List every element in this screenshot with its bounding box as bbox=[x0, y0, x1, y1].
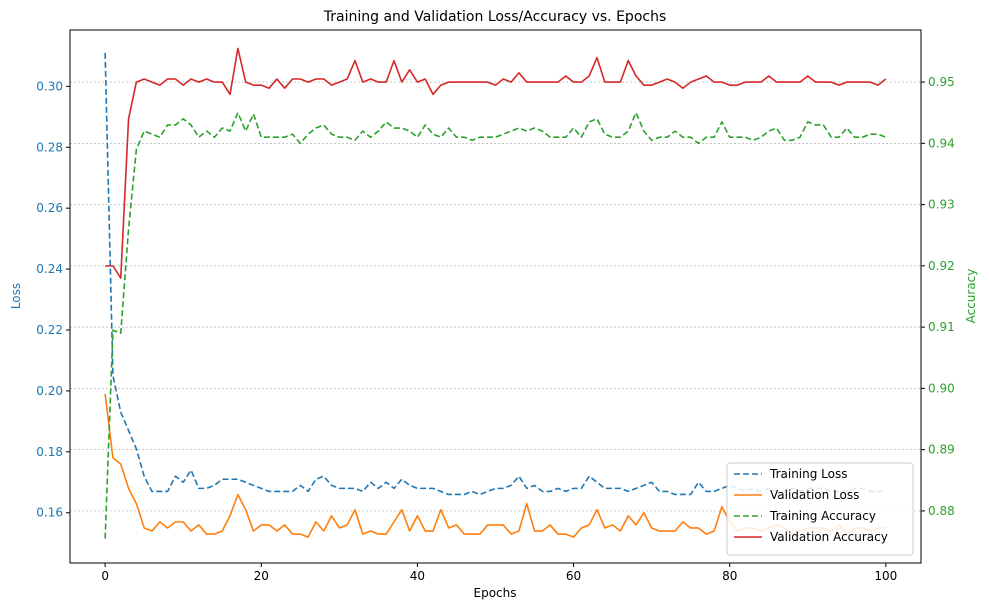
legend-box bbox=[726, 462, 914, 556]
y-right-tick-label: 0.90 bbox=[928, 381, 955, 395]
y-left-tick-label: 0.24 bbox=[36, 262, 63, 276]
y-left-tick-label: 0.26 bbox=[36, 201, 63, 215]
y-left-tick-label: 0.28 bbox=[36, 140, 63, 154]
legend-label: Validation Loss bbox=[770, 488, 859, 502]
x-tick-label: 100 bbox=[874, 569, 897, 583]
x-tick-label: 80 bbox=[722, 569, 737, 583]
y-right-tick-label: 0.93 bbox=[928, 198, 955, 212]
y-left-tick-label: 0.30 bbox=[36, 79, 63, 93]
y-axis-label-left: Loss bbox=[9, 283, 23, 309]
plot-frame bbox=[69, 29, 922, 564]
y-left-tick-label: 0.16 bbox=[36, 506, 63, 520]
x-tick-label: 40 bbox=[410, 569, 425, 583]
y-right-tick-label: 0.91 bbox=[928, 320, 955, 334]
series-line-validation-accuracy bbox=[105, 47, 887, 279]
x-tick-label: 0 bbox=[101, 569, 109, 583]
axis-ticks: 0 20 40 60 80 100 0.16 0.18 0.20 0.22 0.24 0.26 0.28… bbox=[36, 75, 954, 583]
x-tick-label: 20 bbox=[254, 569, 269, 583]
y-right-tick-label: 0.94 bbox=[928, 136, 955, 150]
legend: Training Loss Validation Loss Training Acc… bbox=[726, 462, 914, 556]
chart-title: Training and Validation Loss/Accuracy vs… bbox=[323, 9, 667, 25]
grid-lines bbox=[70, 81, 921, 512]
x-tick-label: 60 bbox=[566, 569, 581, 583]
y-axis-label-right: Accuracy bbox=[964, 269, 978, 324]
x-axis-label: Epochs bbox=[474, 586, 517, 600]
y-left-tick-label: 0.20 bbox=[36, 384, 63, 398]
y-left-tick-label: 0.22 bbox=[36, 323, 63, 337]
y-right-tick-label: 0.88 bbox=[928, 504, 955, 518]
legend-label: Training Loss bbox=[769, 467, 847, 481]
y-right-tick-label: 0.89 bbox=[928, 443, 955, 457]
y-right-tick-label: 0.92 bbox=[928, 259, 955, 273]
series-line-training-accuracy bbox=[104, 111, 887, 539]
legend-label: Training Accuracy bbox=[769, 509, 876, 523]
y-right-tick-label: 0.95 bbox=[928, 75, 955, 89]
series-line-training-loss bbox=[104, 52, 886, 496]
legend-label: Validation Accuracy bbox=[770, 530, 888, 544]
y-left-tick-label: 0.18 bbox=[36, 445, 63, 459]
